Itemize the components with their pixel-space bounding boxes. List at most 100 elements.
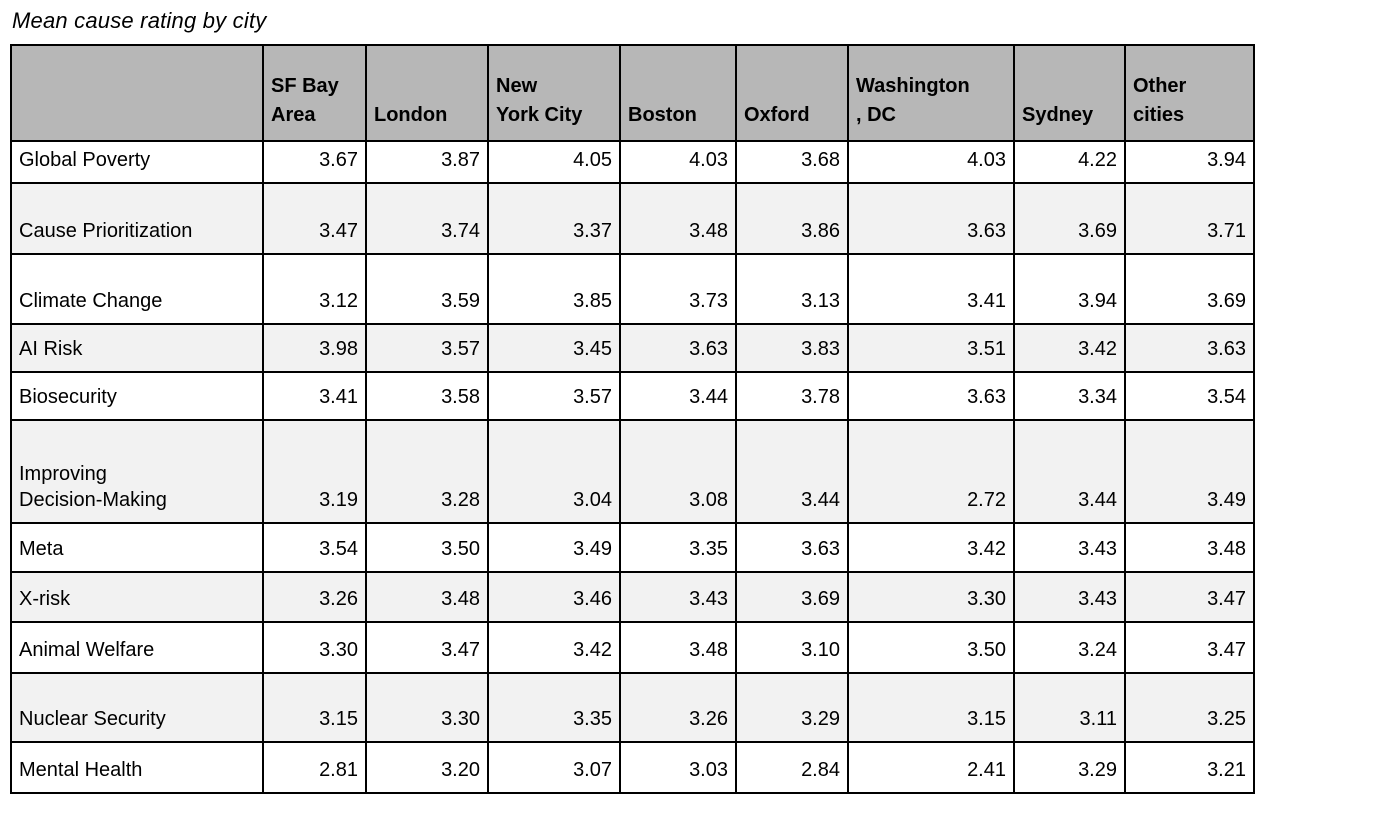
rating-cell: 3.15 xyxy=(262,672,367,743)
rating-cell: 3.54 xyxy=(1124,371,1255,421)
rating-cell: 3.04 xyxy=(487,419,621,524)
rating-cell: 3.37 xyxy=(487,182,621,255)
rating-cell: 3.41 xyxy=(847,253,1015,325)
rating-cell: 3.03 xyxy=(619,741,737,794)
rating-cell: 3.43 xyxy=(619,571,737,623)
rating-cell: 3.48 xyxy=(365,571,489,623)
rating-cell: 2.84 xyxy=(735,741,849,794)
rating-cell: 4.03 xyxy=(847,140,1015,184)
rating-cell: 3.71 xyxy=(1124,182,1255,255)
rating-cell: 3.34 xyxy=(1013,371,1126,421)
rating-cell: 3.83 xyxy=(735,323,849,373)
rating-cell: 3.26 xyxy=(619,672,737,743)
rating-cell: 3.08 xyxy=(619,419,737,524)
rating-cell: 3.35 xyxy=(619,522,737,573)
rating-cell: 3.85 xyxy=(487,253,621,325)
rating-cell: 3.47 xyxy=(365,621,489,674)
rating-cell: 3.69 xyxy=(1124,253,1255,325)
rating-cell: 4.03 xyxy=(619,140,737,184)
rating-cell: 3.73 xyxy=(619,253,737,325)
rating-cell: 3.87 xyxy=(365,140,489,184)
ratings-table: SF Bay Area London New York City Boston Oxfo… xyxy=(10,44,1255,794)
table-row: Meta 3.54 3.50 3.49 3.35 3.63 3.42 3.43 3.48 xyxy=(10,522,1255,573)
row-label: Improving Decision-Making xyxy=(10,419,264,524)
row-label: Meta xyxy=(10,522,264,573)
rating-cell: 3.42 xyxy=(487,621,621,674)
rating-cell: 3.44 xyxy=(1013,419,1126,524)
rating-cell: 3.69 xyxy=(1013,182,1126,255)
table-row: X-risk 3.26 3.48 3.46 3.43 3.69 3.30 3.43 3.47 xyxy=(10,571,1255,623)
column-header: SF Bay Area xyxy=(262,44,367,142)
column-header: Oxford xyxy=(735,44,849,142)
table-row: Climate Change 3.12 3.59 3.85 3.73 3.13 3.41 3.… xyxy=(10,253,1255,325)
rating-cell: 3.43 xyxy=(1013,571,1126,623)
rating-cell: 3.21 xyxy=(1124,741,1255,794)
table-body: Global Poverty 3.67 3.87 4.05 4.03 3.68 4.03 4.… xyxy=(10,140,1255,794)
rating-cell: 3.63 xyxy=(1124,323,1255,373)
table-row: Nuclear Security 3.15 3.30 3.35 3.26 3.29 3.15… xyxy=(10,672,1255,743)
rating-cell: 3.94 xyxy=(1013,253,1126,325)
rating-cell: 2.72 xyxy=(847,419,1015,524)
rating-cell: 3.44 xyxy=(619,371,737,421)
rating-cell: 3.30 xyxy=(847,571,1015,623)
rating-cell: 3.26 xyxy=(262,571,367,623)
table-row: Improving Decision-Making 3.19 3.28 3.04 3.0… xyxy=(10,419,1255,524)
column-header: Washington , DC xyxy=(847,44,1015,142)
column-header: Boston xyxy=(619,44,737,142)
table-row: AI Risk 3.98 3.57 3.45 3.63 3.83 3.51 3.42 3.63 xyxy=(10,323,1255,373)
rating-cell: 3.67 xyxy=(262,140,367,184)
rating-cell: 3.42 xyxy=(1013,323,1126,373)
rating-cell: 3.19 xyxy=(262,419,367,524)
row-label: Mental Health xyxy=(10,741,264,794)
row-label: X-risk xyxy=(10,571,264,623)
rating-cell: 3.57 xyxy=(365,323,489,373)
table-row: Mental Health 2.81 3.20 3.07 3.03 2.84 2.41 3.2… xyxy=(10,741,1255,794)
rating-cell: 3.15 xyxy=(847,672,1015,743)
rating-cell: 3.69 xyxy=(735,571,849,623)
rating-cell: 3.12 xyxy=(262,253,367,325)
rating-cell: 3.35 xyxy=(487,672,621,743)
column-header: London xyxy=(365,44,489,142)
table-row: Biosecurity 3.41 3.58 3.57 3.44 3.78 3.63 3.34 3… xyxy=(10,371,1255,421)
row-label: Global Poverty xyxy=(10,140,264,184)
rating-cell: 3.46 xyxy=(487,571,621,623)
rating-cell: 4.22 xyxy=(1013,140,1126,184)
rating-cell: 2.81 xyxy=(262,741,367,794)
rating-cell: 3.13 xyxy=(735,253,849,325)
row-label: Cause Prioritization xyxy=(10,182,264,255)
rating-cell: 3.63 xyxy=(619,323,737,373)
rating-cell: 3.43 xyxy=(1013,522,1126,573)
rating-cell: 3.68 xyxy=(735,140,849,184)
rating-cell: 3.63 xyxy=(847,182,1015,255)
rating-cell: 3.50 xyxy=(365,522,489,573)
row-label: Climate Change xyxy=(10,253,264,325)
rating-cell: 3.41 xyxy=(262,371,367,421)
rating-cell: 3.50 xyxy=(847,621,1015,674)
rating-cell: 3.20 xyxy=(365,741,489,794)
rating-cell: 3.98 xyxy=(262,323,367,373)
row-label: Nuclear Security xyxy=(10,672,264,743)
rating-cell: 3.86 xyxy=(735,182,849,255)
rating-cell: 3.63 xyxy=(735,522,849,573)
rating-cell: 3.49 xyxy=(487,522,621,573)
rating-cell: 3.07 xyxy=(487,741,621,794)
row-label: Animal Welfare xyxy=(10,621,264,674)
rating-cell: 3.29 xyxy=(735,672,849,743)
rating-cell: 3.74 xyxy=(365,182,489,255)
rating-cell: 3.54 xyxy=(262,522,367,573)
chart-title: Mean cause rating by city xyxy=(12,8,267,33)
rating-cell: 3.48 xyxy=(619,182,737,255)
column-header: Other cities xyxy=(1124,44,1255,142)
rating-cell: 4.05 xyxy=(487,140,621,184)
rating-cell: 3.49 xyxy=(1124,419,1255,524)
rating-cell: 3.78 xyxy=(735,371,849,421)
rating-cell: 3.45 xyxy=(487,323,621,373)
rating-cell: 3.28 xyxy=(365,419,489,524)
rating-cell: 3.30 xyxy=(365,672,489,743)
header-row: SF Bay Area London New York City Boston Oxfo… xyxy=(10,44,1255,142)
table-row: Global Poverty 3.67 3.87 4.05 4.03 3.68 4.03 4.… xyxy=(10,140,1255,184)
rating-cell: 3.47 xyxy=(1124,621,1255,674)
rating-cell: 3.51 xyxy=(847,323,1015,373)
rating-cell: 3.59 xyxy=(365,253,489,325)
